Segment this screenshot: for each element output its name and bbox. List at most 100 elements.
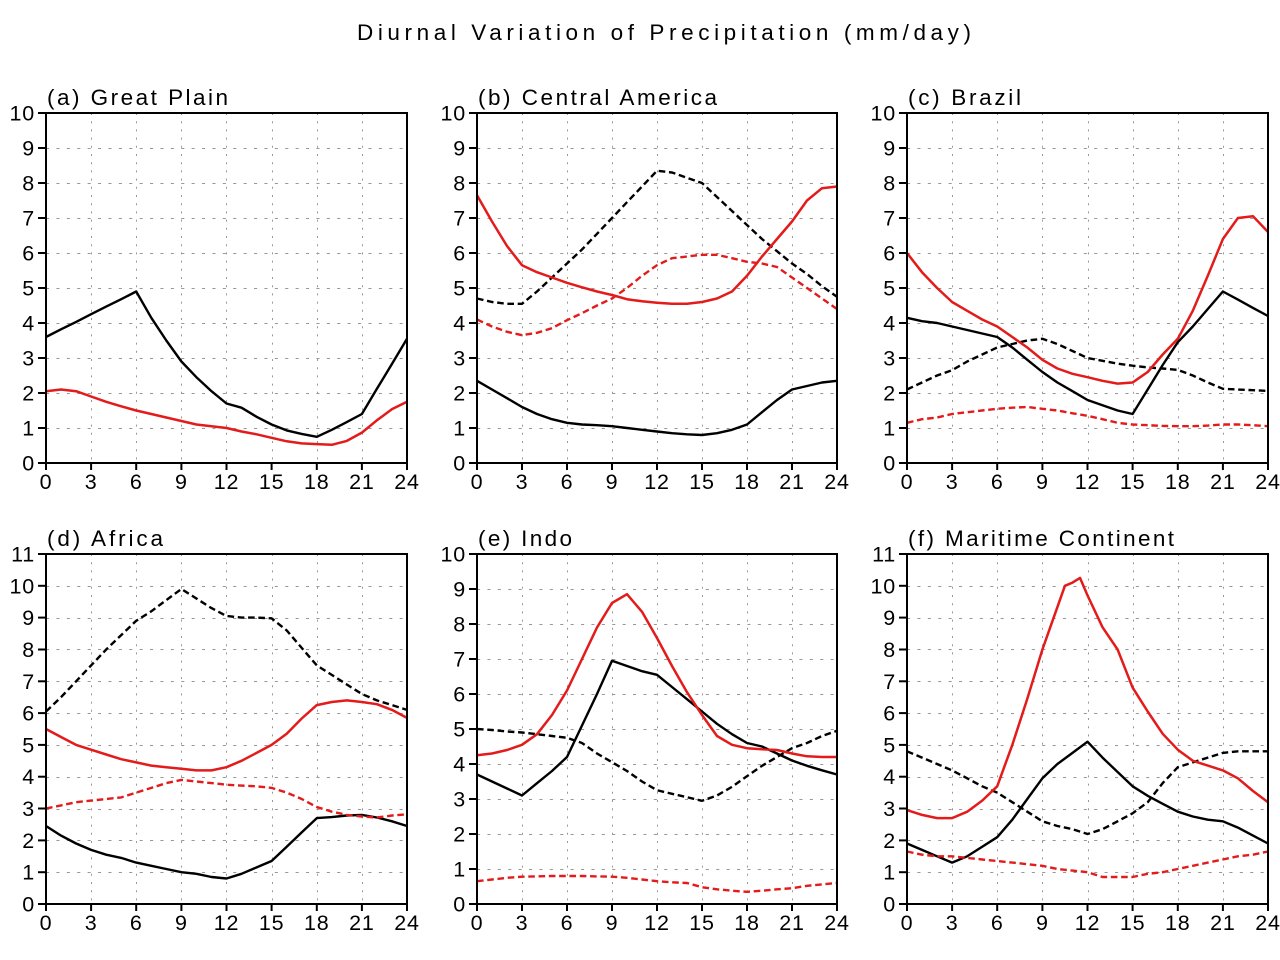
svg-text:1: 1 <box>453 417 466 441</box>
svg-text:3: 3 <box>883 347 896 371</box>
svg-text:0: 0 <box>471 911 484 935</box>
svg-text:6: 6 <box>991 911 1004 935</box>
svg-text:2: 2 <box>22 382 35 406</box>
svg-text:9: 9 <box>883 137 896 161</box>
svg-text:0: 0 <box>901 911 914 935</box>
svg-text:15: 15 <box>1120 911 1146 935</box>
svg-text:0: 0 <box>22 452 35 476</box>
svg-text:7: 7 <box>883 670 896 694</box>
svg-text:8: 8 <box>22 638 35 662</box>
svg-text:4: 4 <box>22 312 35 336</box>
svg-text:0: 0 <box>883 452 896 476</box>
svg-text:3: 3 <box>85 911 98 935</box>
svg-text:5: 5 <box>883 733 896 757</box>
svg-text:0: 0 <box>453 452 466 476</box>
svg-text:9: 9 <box>1036 911 1049 935</box>
svg-text:0: 0 <box>40 911 53 935</box>
svg-text:18: 18 <box>1165 911 1191 935</box>
svg-text:3: 3 <box>22 347 35 371</box>
svg-text:6: 6 <box>130 470 143 494</box>
svg-text:(e) Indo: (e) Indo <box>478 526 572 551</box>
svg-text:5: 5 <box>883 277 896 301</box>
svg-text:(c) Brazil: (c) Brazil <box>908 85 1021 110</box>
svg-text:3: 3 <box>946 470 959 494</box>
svg-text:6: 6 <box>22 242 35 266</box>
svg-text:6: 6 <box>130 911 143 935</box>
svg-text:18: 18 <box>734 470 760 494</box>
svg-text:7: 7 <box>22 207 35 231</box>
svg-text:10: 10 <box>440 543 466 567</box>
svg-text:2: 2 <box>883 829 896 853</box>
svg-text:2: 2 <box>453 382 466 406</box>
svg-text:12: 12 <box>644 911 670 935</box>
svg-text:8: 8 <box>453 172 466 196</box>
svg-text:6: 6 <box>453 242 466 266</box>
svg-text:6: 6 <box>883 702 896 726</box>
svg-text:9: 9 <box>175 470 188 494</box>
svg-text:0: 0 <box>40 470 53 494</box>
svg-text:18: 18 <box>734 911 760 935</box>
svg-text:11: 11 <box>872 543 896 567</box>
svg-text:18: 18 <box>304 911 330 935</box>
svg-text:18: 18 <box>304 470 330 494</box>
svg-text:15: 15 <box>1120 470 1146 494</box>
svg-text:6: 6 <box>883 242 896 266</box>
svg-text:6: 6 <box>991 470 1004 494</box>
svg-text:4: 4 <box>453 753 466 777</box>
svg-text:9: 9 <box>22 606 35 630</box>
svg-text:21: 21 <box>779 911 805 935</box>
svg-text:24: 24 <box>394 911 420 935</box>
svg-text:3: 3 <box>453 788 466 812</box>
svg-text:2: 2 <box>22 829 35 853</box>
svg-text:10: 10 <box>870 102 896 126</box>
svg-text:0: 0 <box>471 470 484 494</box>
svg-text:3: 3 <box>22 797 35 821</box>
svg-text:15: 15 <box>259 911 285 935</box>
svg-text:9: 9 <box>22 137 35 161</box>
svg-text:24: 24 <box>1255 911 1280 935</box>
svg-text:12: 12 <box>644 470 670 494</box>
svg-text:10: 10 <box>870 574 896 598</box>
svg-text:12: 12 <box>214 470 240 494</box>
svg-text:24: 24 <box>394 470 420 494</box>
svg-text:9: 9 <box>606 470 619 494</box>
svg-text:8: 8 <box>883 638 896 662</box>
svg-text:1: 1 <box>883 861 896 885</box>
svg-text:1: 1 <box>453 858 466 882</box>
svg-text:0: 0 <box>883 893 896 917</box>
svg-text:7: 7 <box>883 207 896 231</box>
svg-text:7: 7 <box>22 670 35 694</box>
svg-text:9: 9 <box>883 606 896 630</box>
svg-text:4: 4 <box>453 312 466 336</box>
svg-text:7: 7 <box>453 207 466 231</box>
svg-text:8: 8 <box>22 172 35 196</box>
svg-text:21: 21 <box>1210 911 1236 935</box>
svg-text:0: 0 <box>453 893 466 917</box>
svg-text:2: 2 <box>883 382 896 406</box>
svg-text:18: 18 <box>1165 470 1191 494</box>
svg-text:15: 15 <box>689 911 715 935</box>
svg-text:21: 21 <box>349 470 375 494</box>
svg-text:6: 6 <box>22 702 35 726</box>
svg-text:9: 9 <box>175 911 188 935</box>
svg-text:(a) Great Plain: (a) Great Plain <box>47 85 228 110</box>
svg-text:6: 6 <box>561 470 574 494</box>
svg-text:21: 21 <box>349 911 375 935</box>
svg-text:3: 3 <box>883 797 896 821</box>
svg-text:3: 3 <box>85 470 98 494</box>
svg-text:10: 10 <box>9 574 35 598</box>
svg-text:5: 5 <box>22 277 35 301</box>
svg-text:(d) Africa: (d) Africa <box>47 526 163 551</box>
svg-text:8: 8 <box>453 613 466 637</box>
svg-text:9: 9 <box>1036 470 1049 494</box>
svg-text:6: 6 <box>453 683 466 707</box>
svg-text:3: 3 <box>516 470 529 494</box>
svg-text:3: 3 <box>453 347 466 371</box>
svg-text:1: 1 <box>22 417 35 441</box>
svg-text:7: 7 <box>453 648 466 672</box>
svg-text:3: 3 <box>946 911 959 935</box>
svg-text:21: 21 <box>1210 470 1236 494</box>
svg-text:9: 9 <box>606 911 619 935</box>
svg-text:4: 4 <box>883 765 896 789</box>
svg-text:12: 12 <box>1075 911 1101 935</box>
